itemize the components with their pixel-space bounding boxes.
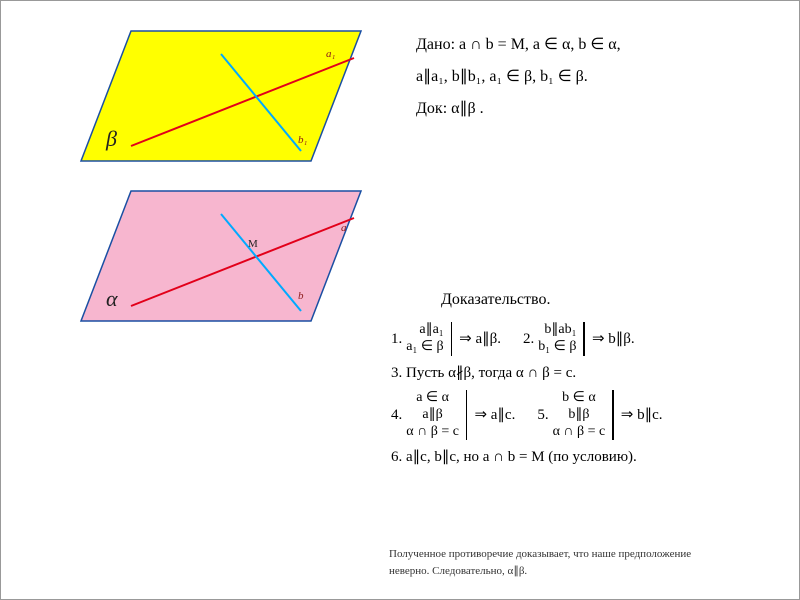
proof-step-3: 3. Пусть α∦β, тогда α ∩ β = c. [391, 362, 791, 385]
given-line2: a∥a₁, b∥b₁, a₁ ∈ β, b₁ ∈ β. [416, 61, 786, 93]
step2-bar [583, 322, 585, 356]
given-block: Дано: a ∩ b = M, a ∈ α, b ∈ α, a∥a₁, b∥b… [416, 29, 786, 125]
given-line1: Дано: a ∩ b = M, a ∈ α, b ∈ α, [416, 29, 786, 61]
step5-res: ⇒ b∥c. [621, 404, 663, 427]
plane-alpha-shape [81, 191, 361, 321]
step4-res: ⇒ a∥c. [474, 404, 515, 427]
step1-premises: a∥a₁ a₁ ∈ β [406, 322, 443, 356]
point-m-label: M [248, 238, 258, 250]
diagram-alpha: α M a b [76, 186, 366, 326]
step1-res: ⇒ a∥β. [459, 328, 501, 351]
step4-bar [466, 390, 468, 440]
step5-num: 5. [537, 404, 548, 427]
plane-beta-shape [81, 31, 361, 161]
plane-alpha-svg [76, 186, 366, 326]
proof-step-6: 6. a∥c, b∥c, но a ∩ b = M (по условию). [391, 446, 791, 469]
line-b1-label: b₁ [298, 134, 307, 146]
page: β a₁ b₁ α M a b Дано: a ∩ b = M, a ∈ α, … [0, 0, 800, 600]
line-a-label: a [341, 222, 347, 234]
line-a1-label: a₁ [326, 48, 335, 60]
footnote-l2: неверно. Следовательно, α∥β. [389, 563, 789, 581]
step2-premises: b∥ab₁ b₁ ∈ β [538, 322, 576, 356]
step4-num: 4. [391, 404, 402, 427]
given-line3: Док: α∥β . [416, 93, 786, 125]
proof-step-1-2: 1. a∥a₁ a₁ ∈ β ⇒ a∥β. 2. b∥ab₁ b₁ ∈ β ⇒ … [391, 322, 791, 356]
proof-title: Доказательство. [441, 291, 550, 309]
step1-bar [451, 322, 453, 356]
step2-res: ⇒ b∥β. [592, 328, 635, 351]
step2-num: 2. [523, 328, 534, 351]
step1-num: 1. [391, 328, 402, 351]
footnote: Полученное противоречие доказывает, что … [389, 546, 789, 581]
proof-block: 1. a∥a₁ a₁ ∈ β ⇒ a∥β. 2. b∥ab₁ b₁ ∈ β ⇒ … [391, 316, 791, 475]
plane-alpha-label: α [106, 286, 118, 312]
step5-bar [612, 390, 614, 440]
plane-beta-label: β [106, 126, 117, 152]
footnote-l1: Полученное противоречие доказывает, что … [389, 546, 789, 564]
line-b-label: b [298, 290, 304, 302]
plane-beta-svg [76, 26, 366, 166]
diagram-beta: β a₁ b₁ [76, 26, 366, 166]
step4-premises: a ∈ α a∥β α ∩ β = c [406, 390, 459, 440]
proof-step-4-5: 4. a ∈ α a∥β α ∩ β = c ⇒ a∥c. 5. b ∈ α b… [391, 390, 791, 440]
step5-premises: b ∈ α b∥β α ∩ β = c [553, 390, 606, 440]
